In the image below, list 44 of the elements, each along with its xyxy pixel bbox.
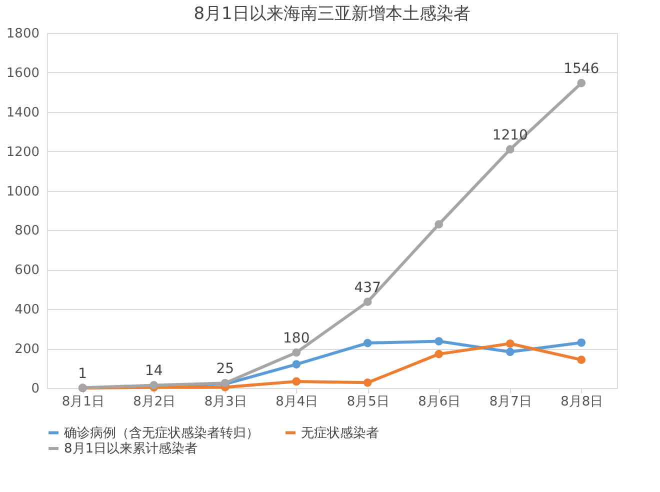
point <box>363 378 372 387</box>
point <box>292 360 301 369</box>
y-tick-label: 0 <box>31 382 40 396</box>
legend-label: 无症状感染者 <box>301 426 379 441</box>
y-tick-label: 400 <box>14 302 40 318</box>
y-tick-label: 1200 <box>6 144 40 160</box>
point <box>506 339 514 348</box>
legend-label: 8月1日以来累计感染者 <box>64 442 198 456</box>
chart-title: 8月1日以来海南三亚新增本土感染者 <box>194 4 470 24</box>
data-label: 1210 <box>492 127 528 144</box>
y-tick-label: 1800 <box>6 26 40 42</box>
point <box>292 348 301 357</box>
data-label: 1546 <box>564 61 600 78</box>
x-tick-label: 8月2日 <box>133 394 176 410</box>
point <box>577 338 586 347</box>
point <box>363 338 372 348</box>
data-label: 25 <box>216 361 234 378</box>
x-tick-label: 8月1日 <box>62 394 104 410</box>
point <box>506 145 514 154</box>
data-label: 437 <box>354 280 381 296</box>
x-tick-label: 8月7日 <box>489 394 532 410</box>
x-tick-label: 8月5日 <box>346 394 390 410</box>
data-label: 180 <box>283 330 310 346</box>
y-tick-label: 1000 <box>6 184 40 200</box>
point <box>363 298 372 306</box>
y-tick-label: 200 <box>14 342 40 358</box>
y-tick-label: 800 <box>14 224 40 239</box>
data-label: 1 <box>78 366 88 382</box>
x-tick-label: 8月4日 <box>276 394 318 410</box>
y-tick-label: 1400 <box>6 105 40 120</box>
x-tick-label: 8月8日 <box>560 394 604 410</box>
legend-label: 确诊病例（含无症状感染者转归） <box>63 426 259 441</box>
point <box>434 220 444 228</box>
y-tick-label: 600 <box>14 263 40 278</box>
y-tick-label: 1600 <box>6 66 40 81</box>
point <box>506 348 514 356</box>
data-label: 14 <box>144 363 163 380</box>
point <box>434 337 444 346</box>
point <box>292 377 301 386</box>
point <box>434 350 444 358</box>
x-tick-label: 8月3日 <box>204 394 247 410</box>
point <box>577 78 586 88</box>
point <box>577 356 586 364</box>
x-tick-label: 8月6日 <box>418 394 461 410</box>
